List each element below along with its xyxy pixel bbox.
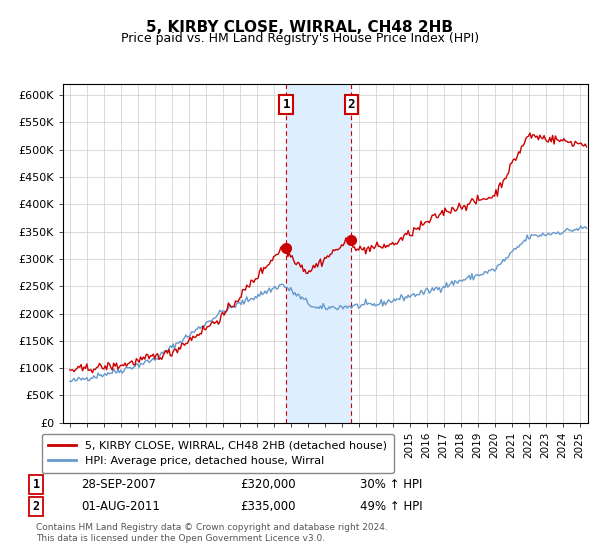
Text: 49% ↑ HPI: 49% ↑ HPI bbox=[360, 500, 422, 514]
Text: £335,000: £335,000 bbox=[240, 500, 296, 514]
Text: 5, KIRBY CLOSE, WIRRAL, CH48 2HB: 5, KIRBY CLOSE, WIRRAL, CH48 2HB bbox=[146, 20, 454, 35]
Text: 2: 2 bbox=[348, 98, 355, 111]
Text: 1: 1 bbox=[32, 478, 40, 491]
Text: Price paid vs. HM Land Registry's House Price Index (HPI): Price paid vs. HM Land Registry's House … bbox=[121, 32, 479, 45]
Text: This data is licensed under the Open Government Licence v3.0.: This data is licensed under the Open Gov… bbox=[36, 534, 325, 543]
Text: 1: 1 bbox=[283, 98, 290, 111]
Bar bbox=[286, 84, 352, 423]
Legend: 5, KIRBY CLOSE, WIRRAL, CH48 2HB (detached house), HPI: Average price, detached : 5, KIRBY CLOSE, WIRRAL, CH48 2HB (detach… bbox=[41, 434, 394, 473]
Text: 30% ↑ HPI: 30% ↑ HPI bbox=[360, 478, 422, 491]
Text: Contains HM Land Registry data © Crown copyright and database right 2024.: Contains HM Land Registry data © Crown c… bbox=[36, 523, 388, 532]
Text: 01-AUG-2011: 01-AUG-2011 bbox=[81, 500, 160, 514]
Text: £320,000: £320,000 bbox=[240, 478, 296, 491]
Text: 2: 2 bbox=[32, 500, 40, 514]
Text: 28-SEP-2007: 28-SEP-2007 bbox=[81, 478, 156, 491]
